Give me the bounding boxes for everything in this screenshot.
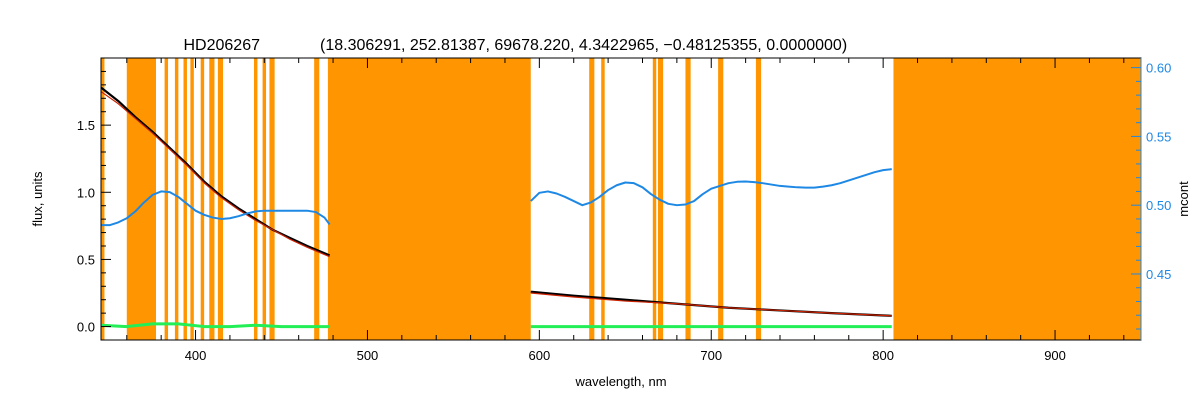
y-tick-label-0: 0.0 [77,320,95,335]
chart-title: HD206267 [184,37,261,54]
x-tick-label-900: 900 [1044,348,1066,363]
masked-region-13 [327,58,531,340]
series-lines [101,86,892,329]
masked-region-18 [685,58,691,340]
masked-region-5 [190,58,194,340]
masked-region-21 [893,58,1141,340]
masked-region-10 [262,58,267,340]
residual-line-0 [101,322,330,329]
masked-region-2 [164,58,169,340]
x-tick-label-600: 600 [528,348,550,363]
masked-region-8 [217,58,224,340]
y-tick-label-1: 0.5 [77,252,95,267]
masked-regions [101,58,1141,340]
observed-line-0 [101,86,331,257]
y2-tick-label-0: 0.45 [1146,267,1171,282]
y-axis-label: flux, units [30,171,45,226]
plot-area [101,58,1141,340]
x-axis: 400 500 600 700 800 900 [126,58,1125,363]
masked-region-16 [652,58,657,340]
masked-region-19 [718,58,724,340]
y-axis-right: 0.45 0.50 0.55 0.60 [1131,58,1171,340]
masked-region-11 [269,58,275,340]
masked-region-4 [183,58,187,340]
masked-region-1 [126,58,157,340]
x-tick-label-800: 800 [872,348,894,363]
x-tick-label-500: 500 [357,348,379,363]
model-line-1 [530,292,892,317]
masked-region-3 [174,58,179,340]
x-axis-label: wavelength, nm [574,374,666,389]
x-tick-label-400: 400 [185,348,207,363]
observed-line-1 [530,290,892,317]
model-line-0 [101,91,330,258]
masked-region-6 [200,58,205,340]
y-tick-label-3: 1.5 [77,118,95,133]
masked-region-9 [253,58,258,340]
masked-region-15 [601,58,605,340]
y2-axis-label: mcont [1176,181,1191,217]
y2-tick-label-2: 0.55 [1146,129,1171,144]
y2-tick-label-1: 0.50 [1146,198,1171,213]
masked-region-0 [101,58,105,340]
x-tick-label-700: 700 [700,348,722,363]
masked-region-7 [209,58,215,340]
y-tick-label-2: 1.0 [77,185,95,200]
masked-region-20 [755,58,762,340]
masked-region-14 [589,58,595,340]
masked-region-12 [314,58,320,340]
y-axis-left: 0.0 0.5 1.0 1.5 [77,70,111,341]
mcont-line-1 [530,168,892,207]
mcont-line-0 [101,190,331,227]
y2-tick-label-3: 0.60 [1146,61,1171,76]
chart-subtitle: (18.306291, 252.81387, 69678.220, 4.3422… [320,37,847,54]
